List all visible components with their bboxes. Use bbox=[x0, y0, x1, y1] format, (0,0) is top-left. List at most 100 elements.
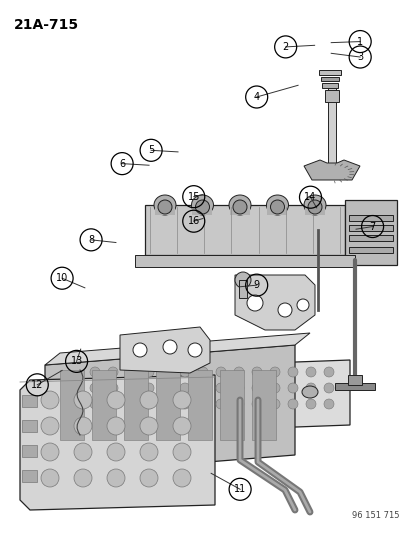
Circle shape bbox=[216, 383, 225, 393]
Ellipse shape bbox=[303, 195, 325, 215]
FancyBboxPatch shape bbox=[347, 375, 361, 385]
Circle shape bbox=[126, 367, 136, 377]
Text: 3: 3 bbox=[356, 52, 362, 62]
Circle shape bbox=[107, 469, 125, 487]
Circle shape bbox=[161, 383, 171, 393]
FancyBboxPatch shape bbox=[267, 205, 287, 215]
Text: 16: 16 bbox=[187, 216, 199, 226]
Text: 14: 14 bbox=[304, 192, 316, 202]
Circle shape bbox=[108, 367, 118, 377]
Circle shape bbox=[107, 443, 125, 461]
Ellipse shape bbox=[154, 195, 176, 215]
Circle shape bbox=[323, 399, 333, 409]
Circle shape bbox=[270, 200, 284, 214]
Text: 12: 12 bbox=[31, 380, 43, 390]
Circle shape bbox=[144, 383, 154, 393]
Circle shape bbox=[269, 367, 279, 377]
Circle shape bbox=[173, 417, 190, 435]
Circle shape bbox=[140, 417, 158, 435]
Circle shape bbox=[133, 343, 147, 357]
Text: 8: 8 bbox=[88, 235, 94, 245]
Circle shape bbox=[74, 443, 92, 461]
FancyBboxPatch shape bbox=[145, 205, 344, 255]
FancyBboxPatch shape bbox=[188, 370, 211, 440]
FancyBboxPatch shape bbox=[156, 370, 180, 440]
Circle shape bbox=[74, 469, 92, 487]
Circle shape bbox=[296, 299, 308, 311]
Text: 15: 15 bbox=[187, 192, 199, 201]
Circle shape bbox=[216, 399, 225, 409]
Text: 10: 10 bbox=[56, 273, 68, 283]
Circle shape bbox=[233, 367, 243, 377]
FancyBboxPatch shape bbox=[348, 247, 392, 253]
FancyBboxPatch shape bbox=[22, 395, 37, 407]
Circle shape bbox=[197, 367, 207, 377]
Circle shape bbox=[305, 383, 315, 393]
Circle shape bbox=[74, 391, 92, 409]
FancyBboxPatch shape bbox=[219, 370, 243, 440]
Text: 1: 1 bbox=[356, 37, 362, 46]
Text: 2: 2 bbox=[282, 42, 288, 52]
FancyBboxPatch shape bbox=[348, 225, 392, 231]
FancyBboxPatch shape bbox=[304, 205, 324, 215]
Circle shape bbox=[163, 340, 177, 354]
FancyBboxPatch shape bbox=[348, 235, 392, 241]
Circle shape bbox=[247, 295, 262, 311]
Circle shape bbox=[252, 383, 261, 393]
Circle shape bbox=[173, 391, 190, 409]
Circle shape bbox=[173, 469, 190, 487]
Circle shape bbox=[180, 399, 190, 409]
Circle shape bbox=[287, 383, 297, 393]
Circle shape bbox=[108, 383, 118, 393]
Circle shape bbox=[107, 417, 125, 435]
Circle shape bbox=[41, 443, 59, 461]
Circle shape bbox=[107, 391, 125, 409]
Circle shape bbox=[140, 443, 158, 461]
Polygon shape bbox=[45, 333, 309, 365]
Text: 11: 11 bbox=[233, 484, 246, 494]
FancyBboxPatch shape bbox=[252, 370, 275, 440]
FancyBboxPatch shape bbox=[92, 370, 116, 440]
Ellipse shape bbox=[191, 195, 213, 215]
Circle shape bbox=[195, 200, 209, 214]
Circle shape bbox=[126, 383, 136, 393]
Circle shape bbox=[269, 383, 279, 393]
Text: 7: 7 bbox=[368, 222, 375, 231]
FancyBboxPatch shape bbox=[192, 205, 212, 215]
Circle shape bbox=[233, 200, 247, 214]
Ellipse shape bbox=[266, 195, 288, 215]
Circle shape bbox=[90, 399, 100, 409]
Polygon shape bbox=[303, 160, 359, 180]
FancyBboxPatch shape bbox=[320, 77, 338, 81]
Circle shape bbox=[323, 383, 333, 393]
Circle shape bbox=[252, 399, 261, 409]
FancyBboxPatch shape bbox=[22, 445, 37, 457]
Circle shape bbox=[305, 367, 315, 377]
Circle shape bbox=[108, 399, 118, 409]
Circle shape bbox=[144, 367, 154, 377]
Circle shape bbox=[74, 417, 92, 435]
Circle shape bbox=[305, 399, 315, 409]
Circle shape bbox=[173, 443, 190, 461]
Circle shape bbox=[269, 399, 279, 409]
Circle shape bbox=[140, 391, 158, 409]
Circle shape bbox=[90, 367, 100, 377]
Circle shape bbox=[158, 200, 171, 214]
FancyBboxPatch shape bbox=[344, 200, 396, 265]
Polygon shape bbox=[80, 360, 349, 435]
FancyBboxPatch shape bbox=[334, 383, 374, 390]
Circle shape bbox=[323, 367, 333, 377]
FancyBboxPatch shape bbox=[348, 215, 392, 221]
Polygon shape bbox=[45, 345, 294, 475]
Circle shape bbox=[140, 469, 158, 487]
Polygon shape bbox=[20, 375, 214, 510]
Circle shape bbox=[161, 367, 171, 377]
FancyBboxPatch shape bbox=[124, 370, 147, 440]
Circle shape bbox=[307, 200, 321, 214]
Polygon shape bbox=[135, 255, 354, 267]
FancyBboxPatch shape bbox=[22, 470, 37, 482]
Circle shape bbox=[144, 399, 154, 409]
FancyBboxPatch shape bbox=[154, 205, 175, 215]
Circle shape bbox=[287, 367, 297, 377]
Text: 4: 4 bbox=[253, 92, 259, 102]
